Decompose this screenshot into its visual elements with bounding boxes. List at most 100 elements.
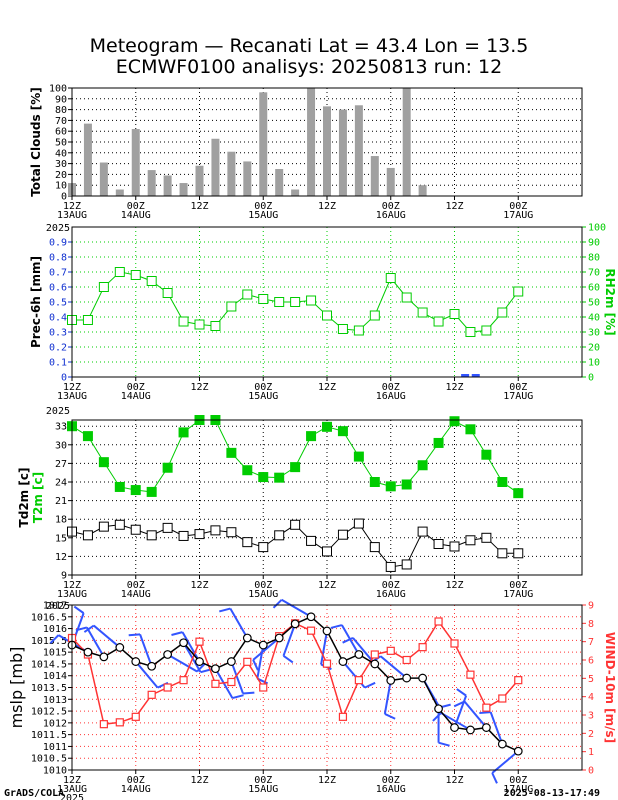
td2m-point-19 — [369, 542, 380, 553]
ytick-label-temp-5: 24 — [55, 478, 67, 489]
wind-barb-20 — [383, 680, 396, 720]
rh-point-5 — [146, 276, 157, 286]
ytick-label-clouds-6: 60 — [55, 127, 67, 138]
wind-point-7 — [179, 676, 188, 685]
chart-title-line2: ECMWF0100 analisys: 20250813 run: 12 — [116, 56, 502, 78]
xtick-date-1-7: 17AUG — [503, 391, 533, 402]
footer-right: 2025-08-13-17:49 — [504, 788, 600, 799]
wind-barb-28 — [491, 750, 519, 784]
ytick-label-mslp-13: 1016.5 — [31, 612, 67, 623]
td2m-point-22 — [417, 526, 428, 537]
ytick-label-rh-8: 80 — [588, 253, 600, 264]
wind-point-4 — [131, 712, 140, 721]
xtick-label-3-7: 00Z — [509, 775, 527, 786]
year-label-temp: 2025 — [46, 406, 70, 417]
xtick-date-3-7: 17AUG — [503, 784, 533, 795]
ytick-label-wind-2: 2 — [588, 729, 594, 740]
mslp-point-19 — [370, 659, 380, 669]
xtick-label-2-7: 00Z — [509, 580, 527, 591]
xtick-label-3-2: 12Z — [190, 775, 208, 786]
wind-barb-5 — [128, 633, 153, 667]
xtick-label-0-7: 00Z — [509, 201, 527, 212]
wind-point-8 — [195, 637, 204, 646]
wind-barb-shaft-28 — [491, 750, 519, 774]
td2m-point-26 — [481, 532, 492, 543]
wind-barb-8 — [171, 631, 201, 663]
cloud-bar-11 — [243, 161, 252, 196]
td2m-point-25 — [465, 535, 476, 546]
td2m-point-11 — [242, 537, 253, 548]
wind-barb-shaft-21 — [379, 655, 408, 679]
td2m-point-27 — [497, 548, 508, 559]
mslp-point-27 — [497, 739, 507, 749]
t2m-point-14 — [290, 462, 301, 473]
rh-point-11 — [242, 289, 253, 300]
xtick-year-3-0: 2025 — [60, 793, 84, 800]
t2m-point-5 — [146, 486, 157, 497]
xtick-label-2-3: 00Z — [254, 580, 272, 591]
xtick-label-3-6: 12Z — [445, 775, 463, 786]
ytick-label-temp-1: 12 — [55, 552, 67, 563]
t2m-point-7 — [178, 427, 189, 438]
panel-clouds: 010203040506070809010012Z13AUG00Z14AUG12… — [29, 84, 583, 221]
xtick-date-3-5: 16AUG — [376, 784, 406, 795]
rh-point-17 — [337, 324, 348, 334]
ytick-label-wind-3: 3 — [588, 711, 594, 722]
ytick-label-mslp-3: 1011.5 — [31, 730, 67, 741]
ytick-label-mslp-10: 1015 — [43, 648, 67, 659]
mslp-point-11 — [242, 633, 252, 643]
ytick-label-wind-6: 6 — [588, 656, 594, 667]
td2m-point-15 — [306, 535, 317, 546]
wind-barb-shaft-10 — [230, 661, 244, 694]
wind-point-23 — [434, 617, 443, 626]
cloud-bar-3 — [115, 189, 124, 196]
ytick-label-mslp-5: 1012.5 — [31, 707, 67, 718]
wind-barb-flag-11 — [219, 607, 231, 613]
t2m-point-26 — [481, 449, 492, 460]
ytick-label-wind-8: 8 — [588, 619, 594, 630]
mslp-point-28 — [513, 746, 523, 756]
cloud-bar-10 — [227, 151, 236, 196]
ytick-label-clouds-0: 0 — [61, 192, 67, 203]
xtick-label-0-6: 12Z — [445, 201, 463, 212]
td2m-point-1 — [82, 530, 93, 541]
wind-barb-27 — [479, 711, 504, 745]
td2m-point-6 — [162, 522, 173, 533]
ytick-label-clouds-3: 30 — [55, 159, 67, 170]
xtick-date-1-0: 13AUG — [57, 391, 87, 402]
ytick-label-mslp-6: 1013 — [43, 695, 67, 706]
xtick-label-0-3: 00Z — [254, 201, 272, 212]
xtick-label-3-1: 00Z — [127, 775, 145, 786]
rh-point-20 — [385, 273, 396, 283]
ytick-label-prec-2: 0.2 — [49, 343, 67, 354]
wind-barb-2 — [75, 626, 105, 658]
t2m-point-4 — [130, 485, 141, 496]
td2m-point-4 — [130, 524, 141, 535]
cloud-bar-17 — [338, 109, 347, 196]
td2m-point-3 — [114, 519, 125, 530]
ytick-label-rh-2: 20 — [588, 343, 600, 354]
rh-point-12 — [258, 294, 269, 304]
xtick-label-0-2: 12Z — [190, 201, 208, 212]
ytick-label-rh-7: 70 — [588, 268, 600, 279]
panel-temperature: 91215182124273033202512Z13AUG00Z14AUG12Z… — [17, 406, 583, 600]
mslp-point-20 — [386, 676, 396, 685]
xtick-label-2-5: 00Z — [382, 580, 400, 591]
xtick-label-1-6: 12Z — [445, 382, 463, 393]
cloud-bar-12 — [259, 92, 268, 196]
t2m-point-3 — [114, 481, 125, 492]
ytick-label-rh-6: 60 — [588, 283, 600, 294]
t2m-point-13 — [274, 472, 285, 483]
rh-point-15 — [306, 295, 317, 306]
wind-barb-flag-25 — [432, 712, 442, 722]
t2m-point-15 — [306, 431, 317, 442]
y-axis-label-mslp: mslp [mb] — [7, 647, 26, 729]
rh-point-4 — [130, 270, 141, 280]
t2m-point-19 — [369, 477, 380, 487]
mslp-point-3 — [115, 643, 125, 652]
ytick-label-rh-3: 30 — [588, 328, 600, 339]
xtick-date-0-7: 17AUG — [503, 210, 533, 221]
wind-barb-flag-5 — [128, 633, 141, 637]
wind-barb-flag-13 — [252, 659, 259, 671]
cloud-bar-16 — [323, 106, 331, 196]
